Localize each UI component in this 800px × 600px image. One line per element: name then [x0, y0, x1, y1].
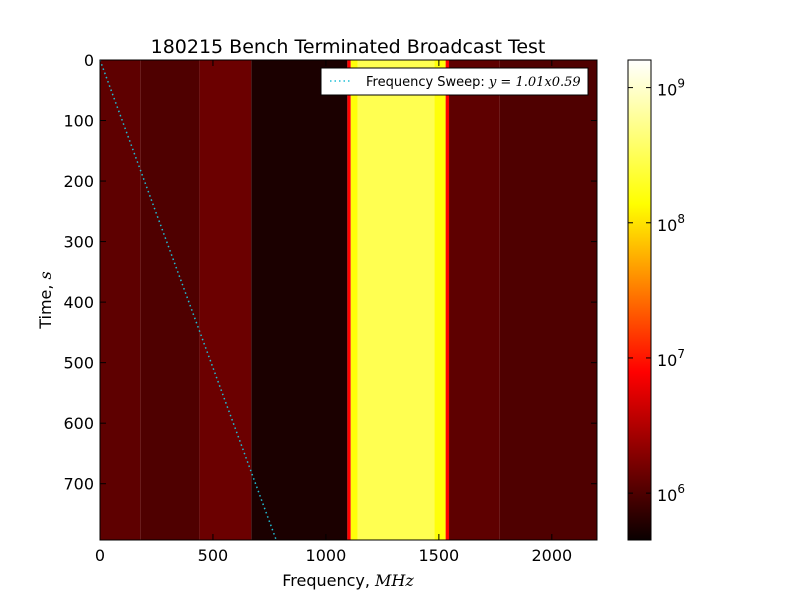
chart-title: 180215 Bench Terminated Broadcast Test — [151, 36, 546, 58]
legend-entry-equation: y = 1.01x0.59 — [488, 75, 581, 90]
frequency-band — [499, 60, 597, 540]
y-tick-label: 700 — [63, 475, 94, 494]
colorbar-tick-label: 107 — [657, 347, 685, 370]
colorbar-ticks: 106 107 108 109 — [628, 77, 685, 505]
legend-box — [320, 67, 589, 96]
plot-area — [100, 60, 597, 540]
frequency-band — [347, 60, 351, 540]
x-tick-label: 0 — [95, 546, 105, 565]
frequency-band — [199, 60, 252, 540]
y-axis-label-text: Time, — [36, 279, 55, 329]
x-axis-label-text: Frequency, — [282, 571, 375, 590]
frequency-band — [449, 60, 500, 540]
legend: Frequency Sweep: y = 1.01x0.59 — [320, 67, 589, 96]
x-tick-label: 1500 — [419, 546, 460, 565]
x-axis-label: Frequency, MHz — [282, 571, 414, 590]
legend-entry: Frequency Sweep: y = 1.01x0.59 — [366, 75, 581, 90]
x-axis-label-unit: MHz — [374, 571, 414, 590]
y-tick-label: 0 — [84, 51, 94, 70]
x-tick-label: 2000 — [531, 546, 572, 565]
colorbar-tick-label: 106 — [657, 482, 685, 505]
x-tick-label: 500 — [198, 546, 229, 565]
legend-entry-label: Frequency Sweep: — [366, 75, 489, 90]
y-tick-label: 300 — [63, 233, 94, 252]
frequency-band — [251, 60, 348, 540]
colorbar-frame — [627, 59, 652, 541]
y-tick-label: 200 — [63, 172, 94, 191]
y-axis: 0 100 200 300 400 500 600 700 — [63, 51, 597, 494]
y-axis-label: Time, s — [36, 271, 55, 330]
frequency-band — [140, 60, 200, 540]
x-axis: 0 500 1000 1500 2000 — [95, 60, 572, 565]
y-tick-label: 500 — [63, 354, 94, 373]
plot-frame — [99, 59, 598, 541]
y-tick-label: 600 — [63, 414, 94, 433]
colorbar-gradient — [628, 60, 651, 540]
y-axis-label-unit: s — [36, 271, 55, 279]
colorbar-tick-label: 108 — [657, 212, 685, 235]
colorbar-tick-label: 109 — [657, 77, 685, 100]
y-tick-label: 100 — [63, 112, 94, 131]
frequency-band — [100, 60, 141, 540]
frequency-band — [445, 60, 450, 540]
colorbar: 106 107 108 109 — [627, 59, 685, 541]
x-tick-label: 1000 — [306, 546, 347, 565]
frequency-band — [434, 60, 446, 540]
frequency-band — [357, 60, 435, 540]
y-tick-label: 400 — [63, 293, 94, 312]
frequency-band — [350, 60, 358, 540]
